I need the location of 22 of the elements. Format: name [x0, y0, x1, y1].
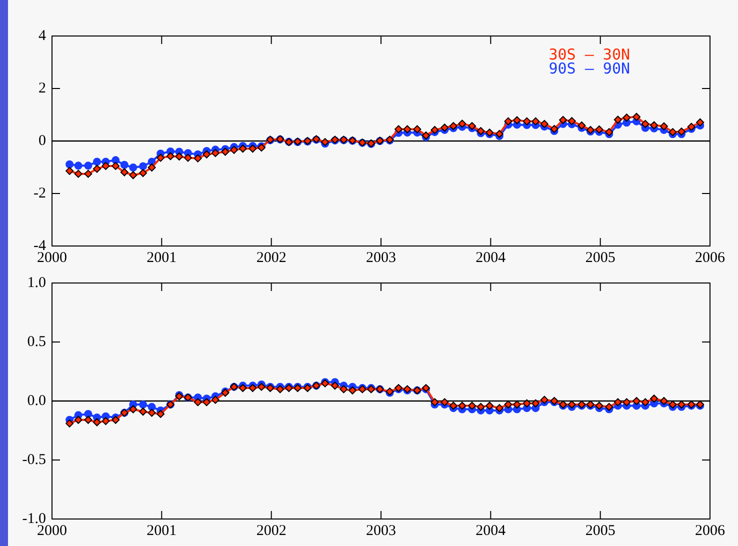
y-tick-label: -0.5 [22, 452, 46, 468]
x-tick-label: 2000 [37, 522, 67, 539]
x-tick-label: 2006 [695, 522, 726, 539]
y-tick-label: 2 [38, 80, 46, 96]
y-tick-label: 0.0 [27, 392, 46, 409]
y-tick-label: 4 [38, 28, 46, 44]
x-tick-label: 2003 [366, 250, 396, 266]
y-tick-label: 1.0 [27, 274, 46, 291]
x-tick-label: 2000 [37, 250, 67, 266]
x-tick-label: 2005 [585, 522, 616, 539]
x-tick-label: 2003 [366, 522, 396, 539]
y-tick-label: -2 [34, 185, 46, 202]
x-tick-label: 2004 [476, 250, 506, 266]
x-tick-label: 2001 [146, 522, 177, 539]
x-tick-label: 2006 [695, 250, 726, 266]
x-tick-label: 2002 [256, 522, 286, 539]
x-tick-label: 2005 [585, 250, 616, 266]
y-tick-label: 0.5 [27, 334, 46, 350]
x-tick-label: 2001 [146, 250, 177, 266]
x-tick-label: 2002 [256, 250, 286, 266]
y-tick-label: 0 [38, 132, 46, 149]
x-tick-label: 2004 [476, 522, 506, 539]
